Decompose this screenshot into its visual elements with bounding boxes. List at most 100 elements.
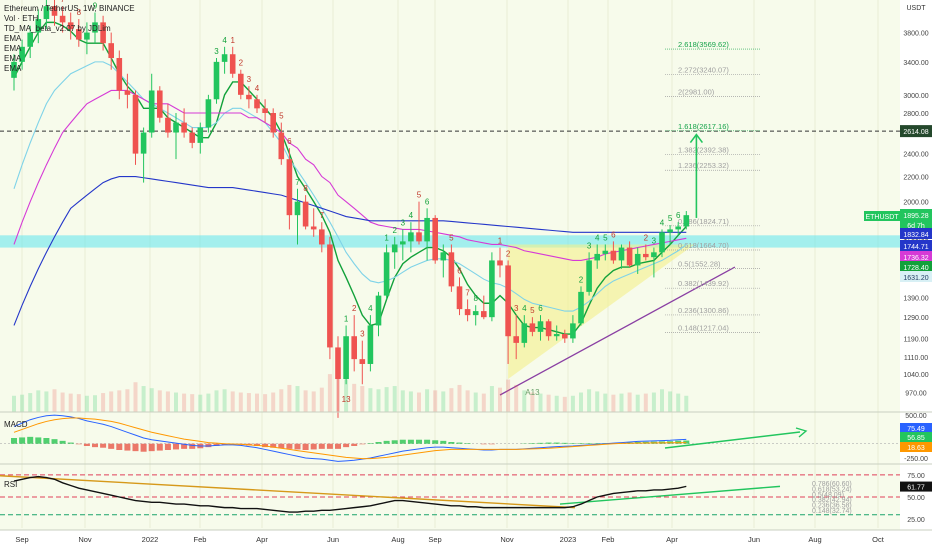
td-count-label: 2 [352, 304, 357, 313]
td-count-label: 1 [344, 314, 349, 323]
candle-body [659, 232, 665, 253]
candle-body [562, 334, 568, 339]
volume-bar [489, 386, 494, 412]
macd-histogram-bar [407, 439, 414, 444]
macd-histogram-bar [164, 443, 171, 450]
volume-bar [238, 392, 243, 412]
price-tick-label: 1110.00 [904, 355, 928, 362]
indicator-ema-4[interactable]: EMA [4, 64, 22, 73]
candle-body [634, 253, 641, 266]
price-tick-label: 2800.00 [903, 111, 928, 118]
fib-level-label: 0.5(1552.28) [678, 259, 721, 268]
moving-average-line [13, 89, 687, 261]
rsi-panel-label[interactable]: RSI [4, 480, 18, 489]
td-count-label: 4 [522, 304, 527, 313]
volume-bar [68, 393, 73, 412]
candle-body [416, 232, 422, 242]
candle-body [19, 46, 25, 62]
macd-histogram-bar [416, 439, 422, 444]
indicator-ema-1[interactable]: EMA [4, 34, 22, 43]
indicator-ema-2[interactable]: EMA [4, 44, 22, 53]
volume-bar [368, 388, 373, 412]
volume-bar [465, 390, 470, 412]
volume-bar [165, 391, 170, 412]
volume-bar [400, 390, 405, 412]
indicator-td-ma[interactable]: TD_MA_beta_v2.07 by JDLim [4, 24, 111, 33]
symbol-title[interactable]: Ethereum / TetherUS, 1W, BINANCE [4, 4, 135, 13]
td-count-label: 6 [611, 230, 616, 239]
macd-histogram-bar [181, 443, 188, 449]
candle-body [335, 347, 341, 380]
volume-bar [676, 393, 681, 412]
volume-bar [230, 391, 235, 412]
fib-level-label: 2.618(3569.62) [678, 40, 729, 49]
candle-body [11, 61, 17, 78]
volume-bar [684, 395, 689, 412]
volume-bar [52, 389, 57, 412]
macd-histogram-bar [594, 443, 601, 444]
td-count-label: 2 [579, 275, 584, 284]
volume-bar [449, 388, 454, 412]
macd-histogram-bar [318, 443, 325, 449]
td-count-label: 6 [538, 304, 543, 313]
candle-body [116, 58, 123, 91]
macd-histogram-bar [83, 443, 90, 446]
macd-histogram-bar [213, 443, 220, 446]
td-count-label: 4 [409, 211, 414, 220]
macd-histogram-bar [480, 443, 487, 445]
macd-histogram-bar [537, 442, 544, 444]
time-tick-label: Jun [327, 535, 339, 544]
volume-bar [514, 384, 519, 412]
candle-body [238, 73, 244, 95]
price-tick-label: 3400.00 [903, 60, 928, 67]
candle-body [602, 250, 609, 254]
candle-body [181, 122, 187, 133]
volume-bar [530, 392, 535, 412]
candle-body [472, 311, 479, 316]
candle-body [59, 15, 66, 23]
td-count-label: 1 [498, 237, 503, 246]
horizontal-level-tag [900, 125, 932, 138]
volume-bar [287, 384, 292, 412]
price-tick-label: 2000.00 [903, 200, 928, 207]
price-tag [900, 251, 932, 262]
macd-histogram-bar [116, 443, 123, 450]
volume-bar [174, 392, 178, 412]
candle-body [43, 6, 50, 20]
candle-body [594, 253, 600, 261]
candle-body [148, 90, 155, 133]
annotation-label: A13 [525, 388, 540, 397]
td-count-label: 7 [295, 178, 300, 187]
candle-body [432, 217, 438, 261]
volume-bar [101, 393, 106, 412]
td-count-label: 6 [425, 197, 430, 206]
macd-tick-label: -250.00 [904, 456, 928, 463]
price-tag-label: 1631.20 [903, 275, 928, 282]
candle-body [456, 286, 463, 310]
macd-histogram-bar [529, 443, 536, 444]
candle-body [481, 311, 487, 318]
price-tag-label: 1736.32 [903, 255, 928, 262]
candle-body [424, 217, 430, 242]
td-count-label: 2 [644, 233, 649, 242]
macd-histogram-bar [375, 442, 382, 444]
candle-body [651, 252, 657, 258]
macd-histogram-bar [335, 443, 341, 449]
macd-panel-label[interactable]: MACD [4, 420, 28, 429]
candle-body [375, 295, 382, 326]
volume-bar [522, 390, 527, 412]
macd-histogram-bar [254, 443, 260, 446]
volume-bar [457, 384, 462, 412]
macd-histogram-bar [391, 440, 398, 444]
candle-body [84, 32, 90, 40]
macd-histogram-bar [424, 439, 431, 444]
indicator-ema-3[interactable]: EMA [4, 54, 22, 63]
volume-bar [473, 392, 478, 412]
macd-histogram-bar [343, 443, 350, 448]
indicator-volume[interactable]: Vol · ETH [4, 14, 39, 23]
annotation-label: 13 [342, 395, 351, 404]
rsi-fib-label: 0.786(60.60) [812, 481, 852, 488]
candle-body [497, 260, 503, 266]
